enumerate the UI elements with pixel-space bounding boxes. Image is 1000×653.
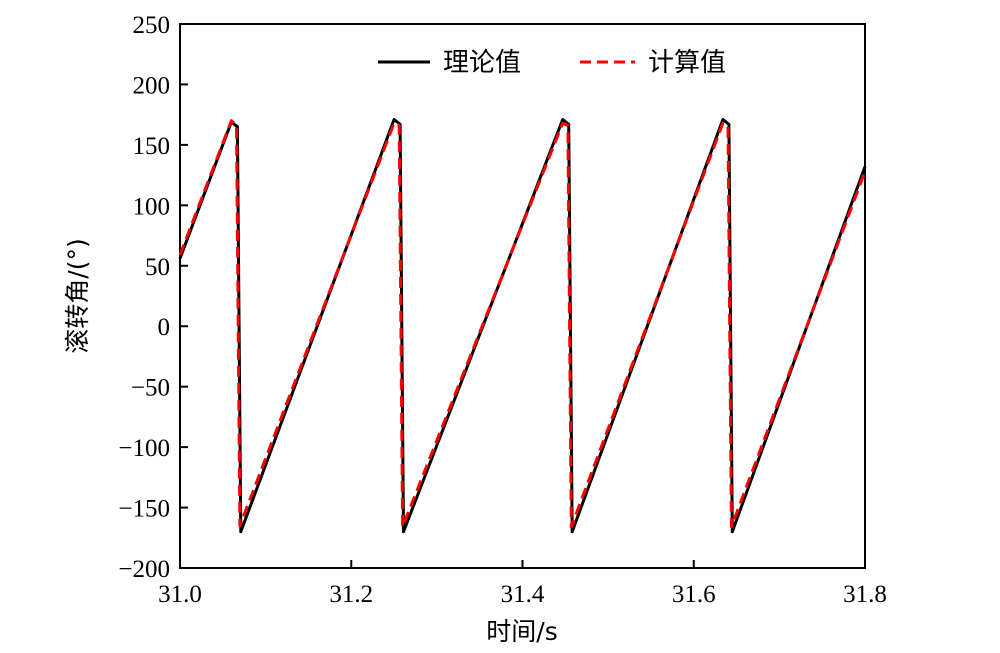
y-tick-label: 250 <box>133 12 171 39</box>
x-tick-label: 31.2 <box>329 581 373 608</box>
y-axis-title: 滚转角/(°) <box>63 238 92 353</box>
x-tick-label: 31.8 <box>843 581 887 608</box>
legend-label-computed: 计算值 <box>648 48 726 78</box>
legend: 理论值 计算值 <box>378 48 726 78</box>
y-tick-label: 200 <box>133 72 171 99</box>
y-tick-label: 0 <box>158 314 171 341</box>
x-tick-label: 31.6 <box>672 581 716 608</box>
plot-frame <box>179 23 866 569</box>
series-line-computed <box>178 119 867 529</box>
y-tick-label: −100 <box>118 435 170 462</box>
x-axis-title: 时间/s <box>486 617 557 646</box>
tick-labels: 31.0 31.2 31.4 31.6 31.8 −200 −150 −100 −50 0 50 10… <box>118 12 886 608</box>
y-tick-label: −50 <box>131 375 170 402</box>
y-tick-label: 150 <box>133 133 171 160</box>
y-tick-label: −200 <box>118 556 170 583</box>
y-tick-label: 100 <box>133 193 171 220</box>
x-tick-label: 31.0 <box>158 581 202 608</box>
y-tick-label: 50 <box>145 254 170 281</box>
x-tick-label: 31.4 <box>501 581 545 608</box>
y-tick-label: −150 <box>118 496 170 523</box>
series-line-theory <box>178 118 867 534</box>
series-layer <box>178 118 867 534</box>
legend-label-theory: 理论值 <box>443 48 521 78</box>
axis-ticks <box>179 23 866 569</box>
